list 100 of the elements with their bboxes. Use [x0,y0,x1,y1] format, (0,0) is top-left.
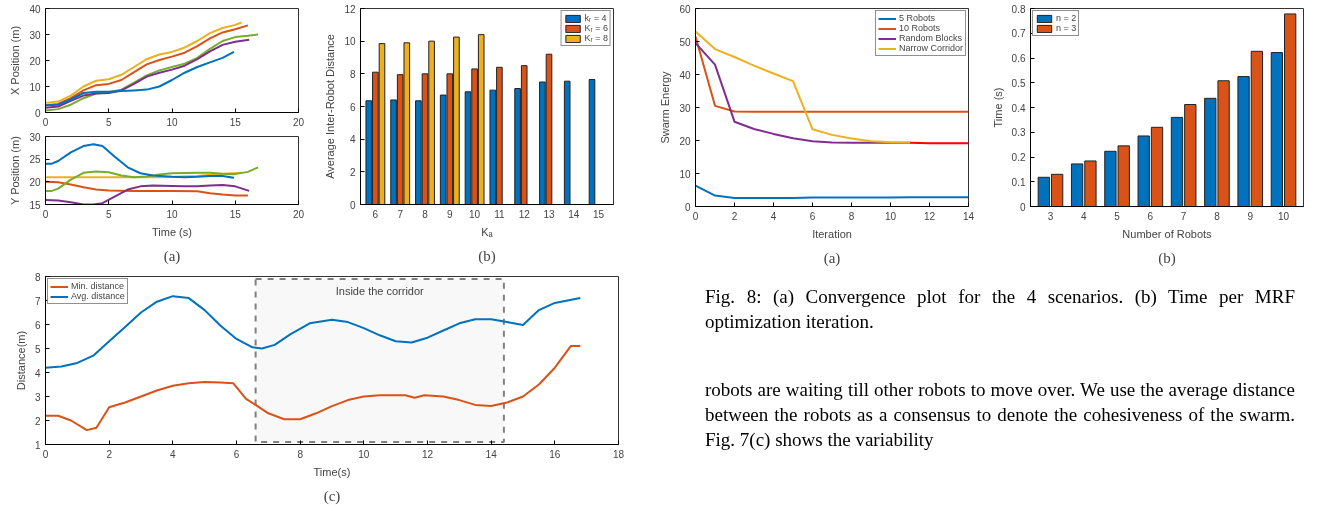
y-tick-label: 15 [29,199,41,211]
x-tick-label: 10 [358,448,370,460]
bar [563,80,571,205]
x-tick-label: 12 [518,208,531,220]
x-tick-label: 5 [1114,210,1121,222]
y-tick-label: 0.5 [1011,77,1026,89]
x-tick-label: 20 [292,208,305,220]
legend-label: n = 2 [1056,13,1077,23]
y-axis-title: Distance(m) [14,330,27,391]
x-tick-label: 6 [1147,210,1154,222]
y-tick-label: 0.6 [1011,53,1026,64]
y-axis-title: Y Position (m) [9,136,22,206]
x-tick-label: 0 [42,116,49,128]
x-axis-title: Number of Robots [1122,227,1213,240]
y-tick-label: 40 [29,3,41,15]
x-tick-label: 4 [770,210,777,222]
x-tick-label: 10 [1277,210,1290,222]
y-tick-label: 30 [679,102,691,114]
line-series [45,166,260,192]
y-tick-label: 3 [34,391,41,403]
y-tick-label: 4 [349,134,356,146]
y-tick-label: 0.3 [1011,127,1026,139]
x-tick-label: 0 [42,208,49,220]
y-axis-title: Swarm Energy [659,70,672,144]
y-tick-label: 50 [679,36,691,48]
y-tick-label: 5 [34,343,41,355]
y-tick-label: 8 [349,68,356,80]
x-tick-label: 16 [549,448,561,460]
x-tick-label: 15 [229,208,242,220]
x-tick-label: 0 [42,448,49,460]
text: (a) [823,249,841,267]
line-series [45,50,235,107]
y-tick-label: 6 [349,101,356,113]
x-tick-label: 2 [106,448,113,460]
line-series [45,180,249,197]
legend-label: Kᵣ = 6 [584,23,608,33]
x-tick-label: 4 [1080,210,1087,222]
y-tick-label: 0 [34,107,41,119]
y-tick-label: 8 [34,271,41,283]
x-axis-title: Iteration [812,227,852,240]
x-tick-label: 7 [397,208,404,220]
y-tick-label: 6 [34,319,41,331]
legend-label: Avg. distance [71,291,125,301]
x-tick-label: 6 [233,448,240,460]
y-tick-label: 0.1 [1011,176,1026,188]
x-tick-label: 5 [105,116,112,128]
y-tick-label: 4 [34,367,41,379]
y-tick-label: 0 [349,199,356,211]
x-axis-title: Time(s) [313,465,351,478]
y-tick-label: 2 [349,166,356,178]
y-tick-label: 25 [29,154,41,166]
x-tick-label: 12 [923,210,936,222]
x-axis-title: Time (s) [152,225,192,238]
x-tick-label: 14 [485,448,498,460]
legend-label: 10 Robots [898,23,941,33]
x-tick-label: 6 [372,208,379,220]
line-series [45,143,235,179]
x-tick-label: 15 [229,116,242,128]
y-axis-title: Average Inter-Robot Distance [324,34,337,179]
y-tick-label: 30 [29,131,41,143]
line-series [695,184,969,199]
x-tick-label: 18 [612,448,625,460]
x-tick-label: 10 [884,210,897,222]
x-tick-label: 14 [568,208,580,220]
x-tick-label: 0 [692,210,699,222]
x-tick-label: 8 [297,448,304,460]
bar [588,79,596,205]
legend-label: Random Blocks [898,33,963,43]
x-tick-label: 10 [469,208,481,220]
y-axis-title: X Position (m) [9,25,22,96]
y-tick-label: 30 [29,29,41,41]
x-tick-label: 14 [962,210,975,222]
x-tick-label: 8 [848,210,855,222]
text: (c) [323,487,341,505]
y-tick-label: 7 [34,295,41,307]
x-axis-title: Kₐ [481,225,494,238]
y-tick-label: 2 [34,415,41,427]
y-tick-label: 0.2 [1011,152,1026,163]
x-tick-label: 6 [809,210,816,222]
text: (b) [1158,249,1176,267]
legend-label: kᵣ = 4 [584,13,607,23]
x-tick-label: 7 [1180,210,1187,222]
x-tick-label: 10 [166,208,178,220]
x-tick-label: 20 [292,116,305,128]
text: robots are waiting till other robots to move over. We use the average distance between the robots as a consensus to denote the cohesiveness of the swarm. Fig. 7(c) shows the variability [705,378,1295,452]
y-tick-label: 40 [679,69,691,81]
x-tick-label: 10 [166,116,178,128]
x-tick-label: 3 [1047,210,1054,222]
y-axis-title: Time (s) [991,87,1004,128]
y-tick-label: 20 [679,135,691,147]
text: (b) [478,247,496,265]
x-tick-label: 15 [593,208,605,220]
line-series [45,184,251,205]
y-tick-label: 20 [29,55,41,67]
x-tick-label: 8 [1214,210,1221,222]
y-tick-label: 10 [679,168,691,180]
y-tick-label: 1 [34,439,41,451]
x-tick-label: 12 [421,448,434,460]
y-tick-label: 12 [344,3,356,15]
text: (a) [163,247,181,265]
